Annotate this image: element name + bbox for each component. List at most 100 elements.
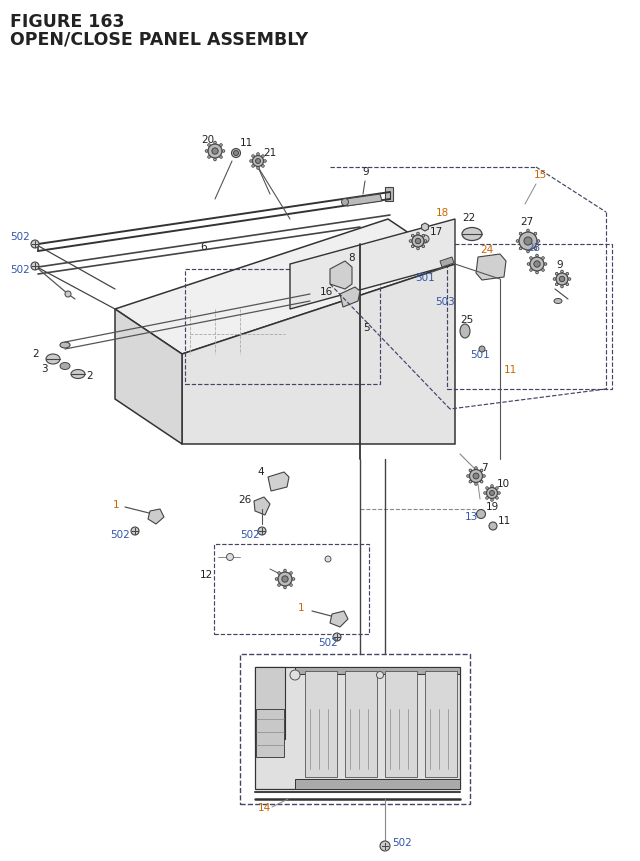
Polygon shape — [255, 667, 460, 789]
Circle shape — [486, 497, 488, 499]
Text: 12: 12 — [200, 569, 213, 579]
Circle shape — [208, 145, 211, 147]
Circle shape — [257, 168, 259, 170]
Circle shape — [469, 469, 472, 472]
Text: 502: 502 — [392, 837, 412, 847]
Circle shape — [255, 159, 260, 164]
Text: OPEN/CLOSE PANEL ASSEMBLY: OPEN/CLOSE PANEL ASSEMBLY — [10, 30, 308, 48]
Circle shape — [537, 240, 540, 243]
Ellipse shape — [462, 228, 482, 241]
Circle shape — [424, 240, 427, 243]
Circle shape — [222, 151, 225, 153]
Circle shape — [486, 488, 497, 499]
Circle shape — [412, 236, 424, 248]
Circle shape — [556, 273, 558, 276]
Circle shape — [556, 274, 568, 286]
Ellipse shape — [60, 363, 70, 370]
Circle shape — [262, 165, 264, 168]
Text: 19: 19 — [486, 501, 499, 511]
Circle shape — [559, 277, 564, 282]
Circle shape — [278, 573, 292, 586]
Circle shape — [417, 248, 419, 251]
Circle shape — [284, 569, 286, 573]
Polygon shape — [476, 255, 506, 281]
Circle shape — [421, 236, 429, 244]
Bar — [395, 669, 407, 678]
Text: 503: 503 — [435, 297, 455, 307]
Circle shape — [234, 152, 239, 157]
Polygon shape — [330, 262, 352, 289]
Text: 502: 502 — [110, 530, 130, 539]
Circle shape — [534, 248, 537, 251]
Circle shape — [495, 497, 499, 499]
Circle shape — [530, 257, 544, 272]
Text: 9: 9 — [556, 260, 563, 269]
Ellipse shape — [71, 370, 85, 379]
Circle shape — [290, 670, 300, 680]
Circle shape — [527, 230, 529, 232]
Text: 3: 3 — [41, 363, 47, 374]
Circle shape — [527, 263, 530, 266]
Text: 13: 13 — [465, 511, 478, 522]
Circle shape — [490, 491, 495, 496]
Circle shape — [422, 235, 424, 238]
Circle shape — [491, 485, 493, 487]
Circle shape — [290, 584, 292, 586]
Text: 9: 9 — [362, 167, 369, 177]
Circle shape — [227, 554, 234, 561]
Text: 502: 502 — [240, 530, 260, 539]
Text: 501: 501 — [470, 350, 490, 360]
Circle shape — [220, 145, 222, 147]
Circle shape — [568, 278, 571, 281]
Bar — [240, 654, 470, 804]
Circle shape — [469, 480, 472, 483]
Circle shape — [31, 263, 39, 270]
Polygon shape — [425, 672, 457, 777]
Text: 7: 7 — [481, 462, 488, 473]
Polygon shape — [148, 510, 164, 524]
Circle shape — [544, 263, 547, 266]
Circle shape — [412, 245, 414, 248]
Text: 2: 2 — [86, 370, 93, 381]
Text: 21: 21 — [263, 148, 276, 158]
Text: 18: 18 — [436, 208, 449, 218]
Polygon shape — [440, 257, 454, 268]
Polygon shape — [295, 667, 460, 674]
Polygon shape — [305, 672, 337, 777]
Circle shape — [524, 238, 532, 245]
Circle shape — [212, 149, 218, 155]
Circle shape — [252, 156, 254, 158]
Circle shape — [262, 156, 264, 158]
Polygon shape — [115, 310, 182, 444]
Circle shape — [553, 278, 556, 281]
Circle shape — [258, 528, 266, 536]
Ellipse shape — [554, 299, 562, 304]
Polygon shape — [182, 264, 455, 444]
Circle shape — [422, 245, 424, 248]
Circle shape — [31, 241, 39, 249]
Polygon shape — [268, 473, 289, 492]
Circle shape — [481, 480, 483, 483]
Bar — [320, 669, 338, 678]
Circle shape — [486, 487, 488, 490]
Circle shape — [252, 165, 254, 168]
Circle shape — [292, 578, 295, 580]
Text: 16: 16 — [320, 287, 333, 297]
Text: 1: 1 — [113, 499, 120, 510]
Circle shape — [467, 475, 469, 478]
Text: 20: 20 — [201, 135, 214, 145]
Circle shape — [250, 160, 252, 163]
Circle shape — [481, 469, 483, 472]
Circle shape — [491, 499, 493, 502]
Circle shape — [253, 157, 264, 167]
Text: 23: 23 — [527, 243, 540, 253]
Circle shape — [561, 271, 563, 274]
Circle shape — [208, 157, 211, 159]
Text: 10: 10 — [497, 479, 510, 488]
Circle shape — [208, 145, 222, 158]
Ellipse shape — [60, 343, 70, 349]
Circle shape — [530, 257, 532, 260]
Circle shape — [131, 528, 139, 536]
Circle shape — [214, 159, 216, 162]
Circle shape — [205, 151, 208, 153]
